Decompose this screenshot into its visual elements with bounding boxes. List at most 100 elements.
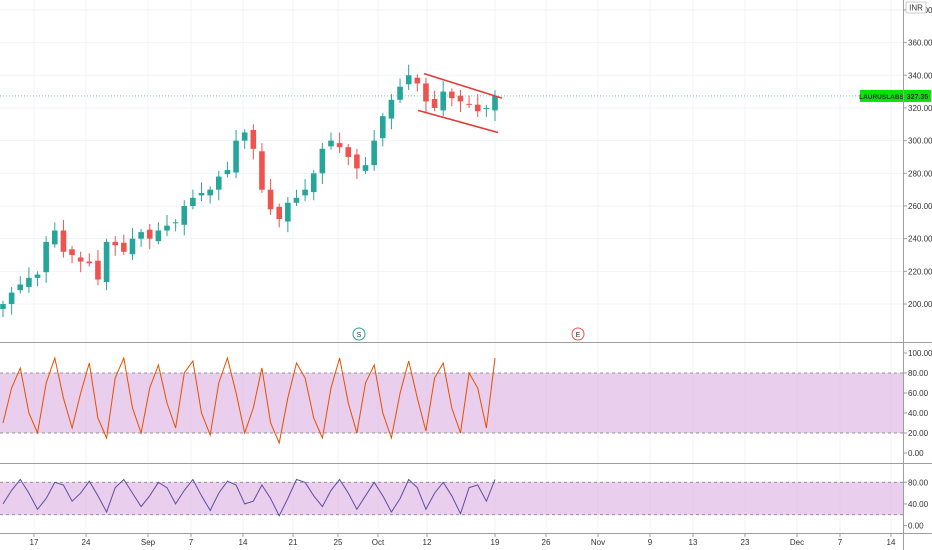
candle-body — [190, 197, 196, 206]
oscillator-tick-label: 0.00 — [908, 522, 924, 531]
time-tick-label: Sep — [141, 538, 156, 547]
candle-body — [121, 242, 127, 252]
candle-body — [0, 304, 6, 309]
last-price-label: 327.35 — [907, 94, 929, 101]
candle-body — [483, 107, 490, 109]
last-price-badge[interactable] — [904, 89, 931, 102]
candle-body — [164, 225, 170, 231]
time-tick-label: 9 — [648, 538, 653, 547]
candle-body — [51, 230, 58, 245]
stochastic-line — [2, 356, 496, 445]
price-tick-label: 220.00 — [908, 267, 932, 276]
price-tick-label: 260.00 — [908, 202, 932, 211]
time-axis[interactable]: 17 24 Sep 7 14 21 25 Oct 12 19 26 Nov 9 13 23 Dec 7 14 — [30, 533, 896, 547]
candle-body — [423, 83, 429, 102]
candle-body — [250, 130, 257, 149]
candle-body — [224, 170, 231, 175]
candle-body — [466, 103, 472, 105]
candle-body — [146, 229, 153, 239]
candle-body — [233, 140, 239, 173]
time-tick-label: Dec — [790, 538, 804, 547]
candle-body — [8, 292, 15, 305]
candle-body — [198, 192, 205, 196]
candle-body — [388, 99, 395, 119]
candle-body — [285, 202, 291, 222]
candle-body — [302, 189, 308, 196]
price-tick-label: 240.00 — [908, 235, 932, 244]
candle-body — [336, 143, 343, 148]
rsi-line — [2, 478, 496, 517]
candle-body — [354, 154, 360, 169]
candle-body — [362, 165, 369, 171]
price-axis[interactable]: 200.00 220.00 240.00 260.00 280.00 300.00 320.… — [0, 6, 932, 309]
stochastic-axis[interactable]: 0.00 20.00 40.00 60.00 80.00 100.00 — [903, 349, 932, 458]
price-tick-label: 340.00 — [908, 71, 932, 80]
oscillator-tick-label: 40.00 — [908, 500, 929, 509]
time-tick-label: 13 — [689, 538, 698, 547]
currency-badge[interactable]: INR — [905, 1, 927, 14]
candle-body — [276, 206, 283, 220]
price-tick-label: 300.00 — [908, 137, 932, 146]
candle-body — [492, 95, 498, 111]
rsi-pane[interactable]: 0.00 40.00 80.00 — [0, 478, 929, 531]
time-tick-label: 26 — [542, 538, 551, 547]
candle-body — [310, 173, 317, 193]
time-tick-label: Nov — [591, 538, 605, 547]
oscillator-tick-label: 20.00 — [908, 429, 929, 438]
oscillator-path — [2, 478, 496, 517]
time-tick-label: 17 — [30, 538, 39, 547]
price-tick-label: 320.00 — [908, 104, 932, 113]
oscillator-path — [2, 356, 496, 445]
rsi-axis[interactable]: 0.00 40.00 80.00 — [903, 478, 929, 531]
candle-body — [328, 140, 334, 147]
event-marker-circle[interactable] — [352, 327, 366, 341]
time-tick-label: 21 — [289, 538, 298, 547]
candle-body — [440, 91, 447, 111]
price-pane[interactable]: 200.00 220.00 240.00 260.00 280.00 300.00 320.… — [0, 0, 932, 533]
candle-body — [60, 230, 67, 252]
symbol-label: LAURUSLABS — [859, 94, 904, 101]
event-marker-circle[interactable] — [571, 327, 585, 341]
price-tick-label: 200.00 — [908, 300, 932, 309]
candle-body — [138, 232, 144, 239]
time-tick-label: 14 — [887, 538, 896, 547]
channel-trendlines — [417, 72, 503, 134]
candle-body — [414, 77, 421, 84]
candle-body — [34, 274, 41, 278]
candle-body — [293, 197, 300, 203]
event-marker-label: E — [576, 332, 581, 339]
oscillator-tick-label: 100.00 — [908, 349, 932, 358]
candle-body — [215, 176, 222, 190]
candle-body — [267, 189, 274, 210]
candlestick-series — [0, 64, 498, 318]
symbol-badge[interactable] — [860, 89, 903, 102]
candle-body — [112, 241, 119, 246]
upper-trendline[interactable] — [423, 72, 503, 99]
stochastic-pane[interactable]: 0.00 20.00 40.00 60.00 80.00 100.00 — [0, 349, 932, 458]
candle-body — [259, 151, 265, 190]
candle-body — [129, 238, 136, 255]
price-tick-label: 280.00 — [908, 169, 932, 178]
time-tick-label: 7 — [838, 538, 843, 547]
time-tick-label: 25 — [334, 538, 343, 547]
currency-label: INR — [909, 4, 923, 13]
oscillator-band — [0, 482, 903, 515]
time-tick-label: 12 — [423, 538, 432, 547]
candle-body — [371, 140, 377, 166]
candle-body — [95, 260, 101, 280]
candle-body — [69, 249, 75, 256]
oscillator-tick-label: 80.00 — [908, 369, 929, 378]
event-marker-label: S — [357, 332, 362, 339]
time-tick-label: 7 — [189, 538, 194, 547]
oscillator-band — [0, 373, 903, 433]
candle-body — [345, 147, 352, 157]
time-tick-label: 19 — [491, 538, 500, 547]
oscillator-tick-label: 40.00 — [908, 409, 929, 418]
oscillator-tick-label: 60.00 — [908, 389, 929, 398]
candle-body — [319, 148, 326, 174]
lower-trendline[interactable] — [417, 109, 499, 134]
candle-body — [474, 104, 481, 112]
oscillator-tick-label: 0.00 — [908, 449, 924, 458]
